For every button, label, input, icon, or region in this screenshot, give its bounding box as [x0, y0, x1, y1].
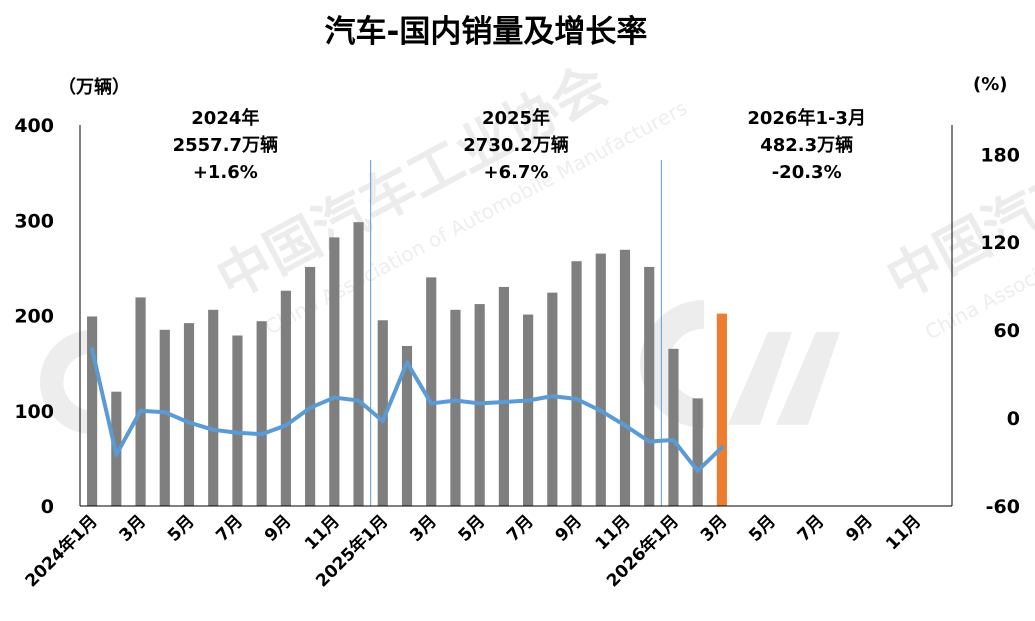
annotation-volume: 2557.7万辆 — [173, 134, 278, 156]
bar-20 — [571, 261, 582, 506]
x-tick-label: 5月 — [455, 511, 490, 546]
caam-logo-icon — [640, 300, 840, 428]
right-axis-unit: (%) — [973, 74, 1008, 95]
right-tick-label: 60 — [994, 320, 1020, 342]
right-axis-ticks: -60 0 60 120 180 — [980, 144, 1020, 518]
bar-10 — [329, 237, 340, 506]
bar-9 — [305, 266, 316, 506]
x-tick-label: 11月 — [882, 511, 925, 554]
left-tick-label: 200 — [14, 306, 54, 328]
annotation-year: 2026年1-3月 — [747, 107, 866, 129]
left-axis-ticks: 0 100 200 300 400 — [14, 115, 54, 518]
annotation-growth: -20.3% — [772, 162, 842, 183]
bar-13 — [401, 345, 413, 506]
bar-5 — [208, 309, 219, 506]
bar-15 — [450, 309, 461, 506]
bar-26 — [716, 313, 727, 506]
bar-24 — [668, 348, 679, 506]
bar-17 — [498, 286, 509, 506]
chart-title: 汽车-国内销量及增长率 — [325, 14, 648, 50]
right-tick-label: 180 — [980, 144, 1020, 166]
line-series — [90, 347, 724, 473]
annotation-volume: 2730.2万辆 — [463, 134, 568, 156]
x-tick-label: 9月 — [261, 511, 296, 546]
left-tick-label: 400 — [14, 115, 54, 137]
annotation-volume: 482.3万辆 — [760, 134, 853, 156]
annotation-growth: +1.6% — [193, 162, 258, 183]
annotation-year: 2025年 — [482, 107, 550, 129]
left-axis-unit: （万辆） — [58, 76, 130, 98]
left-tick-label: 300 — [14, 210, 54, 232]
bar-14 — [426, 277, 437, 506]
left-tick-label: 0 — [41, 496, 54, 518]
bar-8 — [280, 290, 291, 506]
growth-rate-line — [90, 347, 724, 473]
x-tick-label: 9月 — [552, 511, 587, 546]
bar-7 — [256, 321, 267, 506]
bar-11 — [353, 222, 364, 506]
bar-25 — [692, 398, 703, 506]
annotation-growth: +6.7% — [483, 162, 548, 183]
x-tick-label: 3月 — [116, 511, 151, 546]
bar-2 — [135, 297, 146, 506]
bar-3 — [159, 329, 170, 506]
x-tick-label: 7月 — [212, 511, 247, 546]
bar-0 — [87, 316, 98, 506]
right-tick-label: -60 — [986, 496, 1020, 518]
bar-19 — [547, 292, 558, 506]
bar-12 — [377, 320, 388, 506]
x-tick-label: 5月 — [745, 511, 780, 546]
x-tick-label: 11月 — [301, 511, 344, 554]
axes — [79, 125, 953, 507]
watermark-cn-text-2: 中国汽车工业协会 — [877, 53, 1035, 311]
bar-23 — [644, 266, 655, 506]
annotation-year: 2024年 — [191, 107, 259, 129]
x-tick-label: 5月 — [164, 511, 199, 546]
x-tick-label: 3月 — [406, 511, 441, 546]
right-tick-label: 120 — [980, 232, 1020, 254]
x-tick-label: 3月 — [697, 511, 732, 546]
x-tick-label: 2024年1月 — [21, 511, 102, 592]
caam-logo-icon — [40, 330, 92, 434]
x-tick-label: 9月 — [842, 511, 877, 546]
bar-21 — [595, 253, 606, 506]
year-dividers — [370, 160, 662, 506]
bar-22 — [619, 249, 631, 506]
bar-18 — [523, 314, 534, 506]
bar-6 — [232, 335, 243, 506]
bar-4 — [183, 323, 195, 506]
year-annotations: 2024年 2557.7万辆 +1.6% 2025年 2730.2万辆 +6.7% 2026… — [173, 107, 866, 183]
left-tick-label: 100 — [14, 401, 54, 423]
x-tick-label: 11月 — [592, 511, 635, 554]
right-tick-label: 0 — [1007, 408, 1020, 430]
x-tick-label: 7月 — [794, 511, 829, 546]
x-tick-label: 7月 — [503, 511, 538, 546]
